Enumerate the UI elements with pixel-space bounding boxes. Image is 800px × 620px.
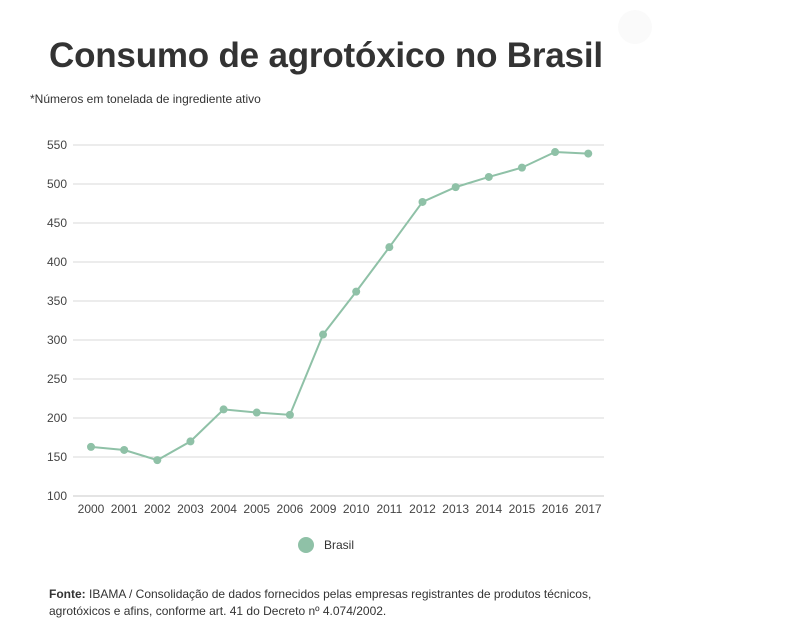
y-tick-label-100: 100 [47, 489, 67, 503]
y-tick-label-250: 250 [47, 372, 67, 386]
data-point-2001 [120, 445, 129, 454]
data-point-2017 [584, 149, 593, 158]
data-point-2004 [219, 405, 228, 414]
data-point-2005 [252, 408, 261, 417]
data-point-2014 [484, 172, 493, 181]
x-tick-label-2011: 2011 [376, 502, 402, 516]
x-tick-label-2000: 2000 [78, 502, 105, 516]
data-point-2011 [385, 243, 394, 252]
y-tick-label-200: 200 [47, 411, 67, 425]
y-tick-label-450: 450 [47, 216, 67, 230]
y-tick-label-350: 350 [47, 294, 67, 308]
chart-subtitle: *Números em tonelada de ingrediente ativ… [30, 92, 261, 106]
data-point-2009 [319, 330, 328, 339]
legend-label-brasil: Brasil [324, 538, 355, 552]
y-tick-label-500: 500 [47, 177, 67, 191]
legend-marker-brasil [298, 537, 314, 553]
data-point-2006 [285, 410, 294, 419]
y-tick-label-300: 300 [47, 333, 67, 347]
x-tick-label-2015: 2015 [509, 502, 536, 516]
x-tick-label-2006: 2006 [277, 502, 304, 516]
x-tick-label-2004: 2004 [210, 502, 237, 516]
source-note: Fonte: IBAMA / Consolidação de dados for… [49, 586, 609, 620]
x-tick-label-2014: 2014 [475, 502, 502, 516]
data-point-2012 [418, 197, 427, 206]
x-tick-label-2005: 2005 [243, 502, 270, 516]
data-point-2013 [451, 183, 460, 192]
data-point-2000 [87, 442, 95, 451]
x-tick-label-2012: 2012 [409, 502, 436, 516]
corner-decoration [618, 10, 652, 44]
data-point-2010 [352, 287, 361, 296]
chart-title: Consumo de agrotóxico no Brasil [49, 36, 603, 75]
source-label: Fonte: [49, 587, 86, 601]
x-tick-label-2001: 2001 [111, 502, 138, 516]
data-point-2015 [517, 163, 526, 172]
x-tick-label-2013: 2013 [442, 502, 469, 516]
x-tick-label-2009: 2009 [310, 502, 337, 516]
x-tick-label-2016: 2016 [542, 502, 569, 516]
y-tick-label-550: 550 [47, 138, 67, 152]
data-point-2016 [551, 148, 560, 157]
legend[interactable]: Brasil [298, 537, 354, 553]
y-tick-label-150: 150 [47, 450, 67, 464]
source-text: IBAMA / Consolidação de dados fornecidos… [49, 587, 592, 618]
series-line-brasil [90, 151, 589, 462]
x-tick-label-2010: 2010 [343, 502, 370, 516]
x-tick-label-2017: 2017 [575, 502, 602, 516]
line-chart: 100 150 200 250 300 350 400 450 500 550 2000 2001 20… [47, 138, 604, 516]
x-tick-label-2003: 2003 [177, 502, 204, 516]
data-point-2003 [186, 437, 195, 446]
y-tick-label-400: 400 [47, 255, 67, 269]
data-point-2002 [153, 456, 162, 465]
x-tick-label-2002: 2002 [144, 502, 171, 516]
